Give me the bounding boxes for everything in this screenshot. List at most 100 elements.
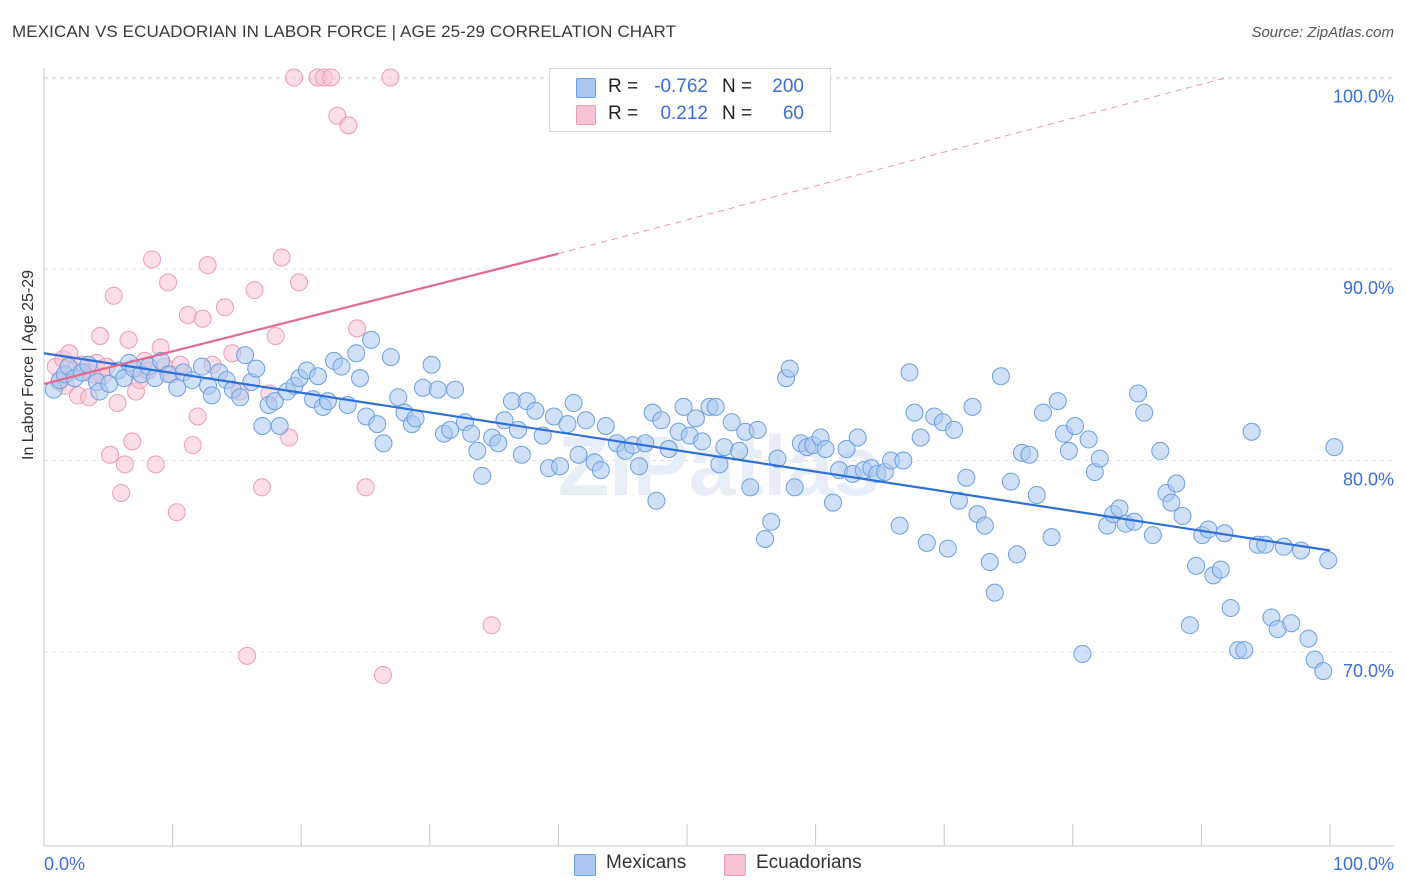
mexican-point [236, 346, 255, 365]
mexican-point [647, 491, 666, 510]
mexican-point [591, 461, 610, 480]
n-label: N = [722, 76, 753, 97]
mexican-point [381, 348, 400, 367]
mexican-point [509, 420, 528, 439]
mexican-point [686, 409, 705, 428]
mexican-point [1033, 403, 1052, 422]
mexican-point [569, 445, 588, 464]
ecuadorian-point [215, 298, 234, 317]
mexican-point [780, 359, 799, 378]
mexican-point [265, 392, 284, 411]
mexican-point [446, 380, 465, 399]
mexican-point [468, 441, 487, 460]
mexican-point [636, 434, 655, 453]
mexicans-trend-line [43, 352, 1331, 552]
mexican-point [168, 378, 187, 397]
mexican-point [1143, 526, 1162, 545]
n-label: N = [722, 103, 753, 124]
mexican-point [768, 449, 787, 468]
mexican-point [917, 533, 936, 552]
mexican-point [1162, 493, 1181, 512]
mexican-point [980, 552, 999, 571]
mexican-point [1129, 384, 1148, 403]
ecuadorians-trend-extension [558, 77, 1228, 255]
chart-source: Source: ZipAtlas.com [1251, 24, 1394, 41]
correlation-legend: R = -0.762 N = 200 R = 0.212 N = 60 [549, 68, 831, 132]
legend-row-ecuadorians: R = 0.212 N = 60 [550, 101, 830, 127]
mexican-point [347, 344, 366, 363]
ecuadorian-point [339, 116, 358, 135]
mexican-point [1090, 449, 1109, 468]
mexican-point [253, 417, 272, 436]
ecuadorians-legend-swatch [724, 854, 746, 876]
mexican-point [905, 403, 924, 422]
y-tick-labels: 70.0% 80.0% 90.0% 100.0% [1333, 87, 1394, 682]
ecuadorian-point [290, 273, 308, 292]
ecuadorian-point [159, 273, 178, 292]
ecuadorian-point [104, 286, 123, 305]
mexican-point [949, 491, 968, 510]
mexican-point [1066, 417, 1085, 436]
mexican-point [526, 401, 545, 420]
mexican-point [991, 367, 1010, 386]
ecuadorian-point [183, 436, 202, 455]
mexican-point [945, 420, 964, 439]
ecuadorian-point [198, 256, 217, 275]
ecuadorian-point [167, 503, 186, 522]
axes [43, 68, 1394, 847]
mexican-point [963, 397, 982, 416]
mexican-point [564, 394, 583, 413]
mexican-point [1235, 641, 1254, 660]
mexican-point [715, 438, 734, 457]
x-tick-label: 0.0% [44, 854, 85, 874]
mexican-point [985, 583, 1004, 602]
mexican-point [706, 397, 725, 416]
mexican-point [1079, 430, 1098, 449]
r-label: R = [608, 103, 639, 124]
mexican-point [785, 478, 804, 497]
mexican-point [1110, 499, 1129, 518]
ecuadorian-point [193, 309, 212, 328]
mexican-point [890, 516, 909, 535]
mexican-point [489, 434, 508, 453]
legend-label: Mexicans [606, 852, 687, 873]
ecuadorian-point [245, 281, 264, 300]
mexican-point [837, 440, 856, 459]
mexican-point [1180, 616, 1199, 635]
mexican-point [1211, 560, 1230, 579]
y-tick-label: 80.0% [1343, 470, 1394, 490]
mexican-point [900, 363, 919, 382]
mexican-point [1319, 551, 1338, 570]
y-tick-label: 100.0% [1333, 87, 1394, 107]
n-value: 200 [772, 76, 804, 97]
ecuadorian-point [188, 407, 207, 426]
mexican-point [1027, 485, 1046, 504]
mexican-point [975, 516, 994, 535]
mexican-point [1167, 474, 1186, 493]
mexican-point [756, 530, 775, 549]
ecuadorians-trend-line [43, 252, 559, 385]
y-axis-label: In Labor Force | Age 25-29 [20, 269, 37, 460]
mexican-point [473, 466, 492, 485]
mexican-point [1151, 441, 1170, 460]
ecuadorian-point [238, 646, 257, 665]
r-label: R = [608, 76, 639, 97]
mexican-point [350, 369, 369, 388]
ecuadorians-swatch [576, 105, 596, 125]
mexican-point [422, 355, 441, 374]
mexican-point [1221, 598, 1240, 617]
ecuadorian-point [373, 665, 392, 684]
ecuadorian-point [272, 248, 291, 267]
mexican-point [652, 411, 671, 430]
ecuadorian-point [356, 478, 375, 497]
mexican-point [911, 428, 930, 447]
ecuadorian-point [91, 327, 110, 346]
ecuadorian-point [266, 327, 285, 346]
mexican-point [1199, 520, 1218, 539]
mexican-point [231, 388, 250, 407]
mexican-point [596, 417, 615, 436]
mexican-point [1314, 662, 1333, 681]
mexican-point [413, 378, 432, 397]
mexican-point [462, 424, 481, 443]
mexican-point [374, 434, 393, 453]
